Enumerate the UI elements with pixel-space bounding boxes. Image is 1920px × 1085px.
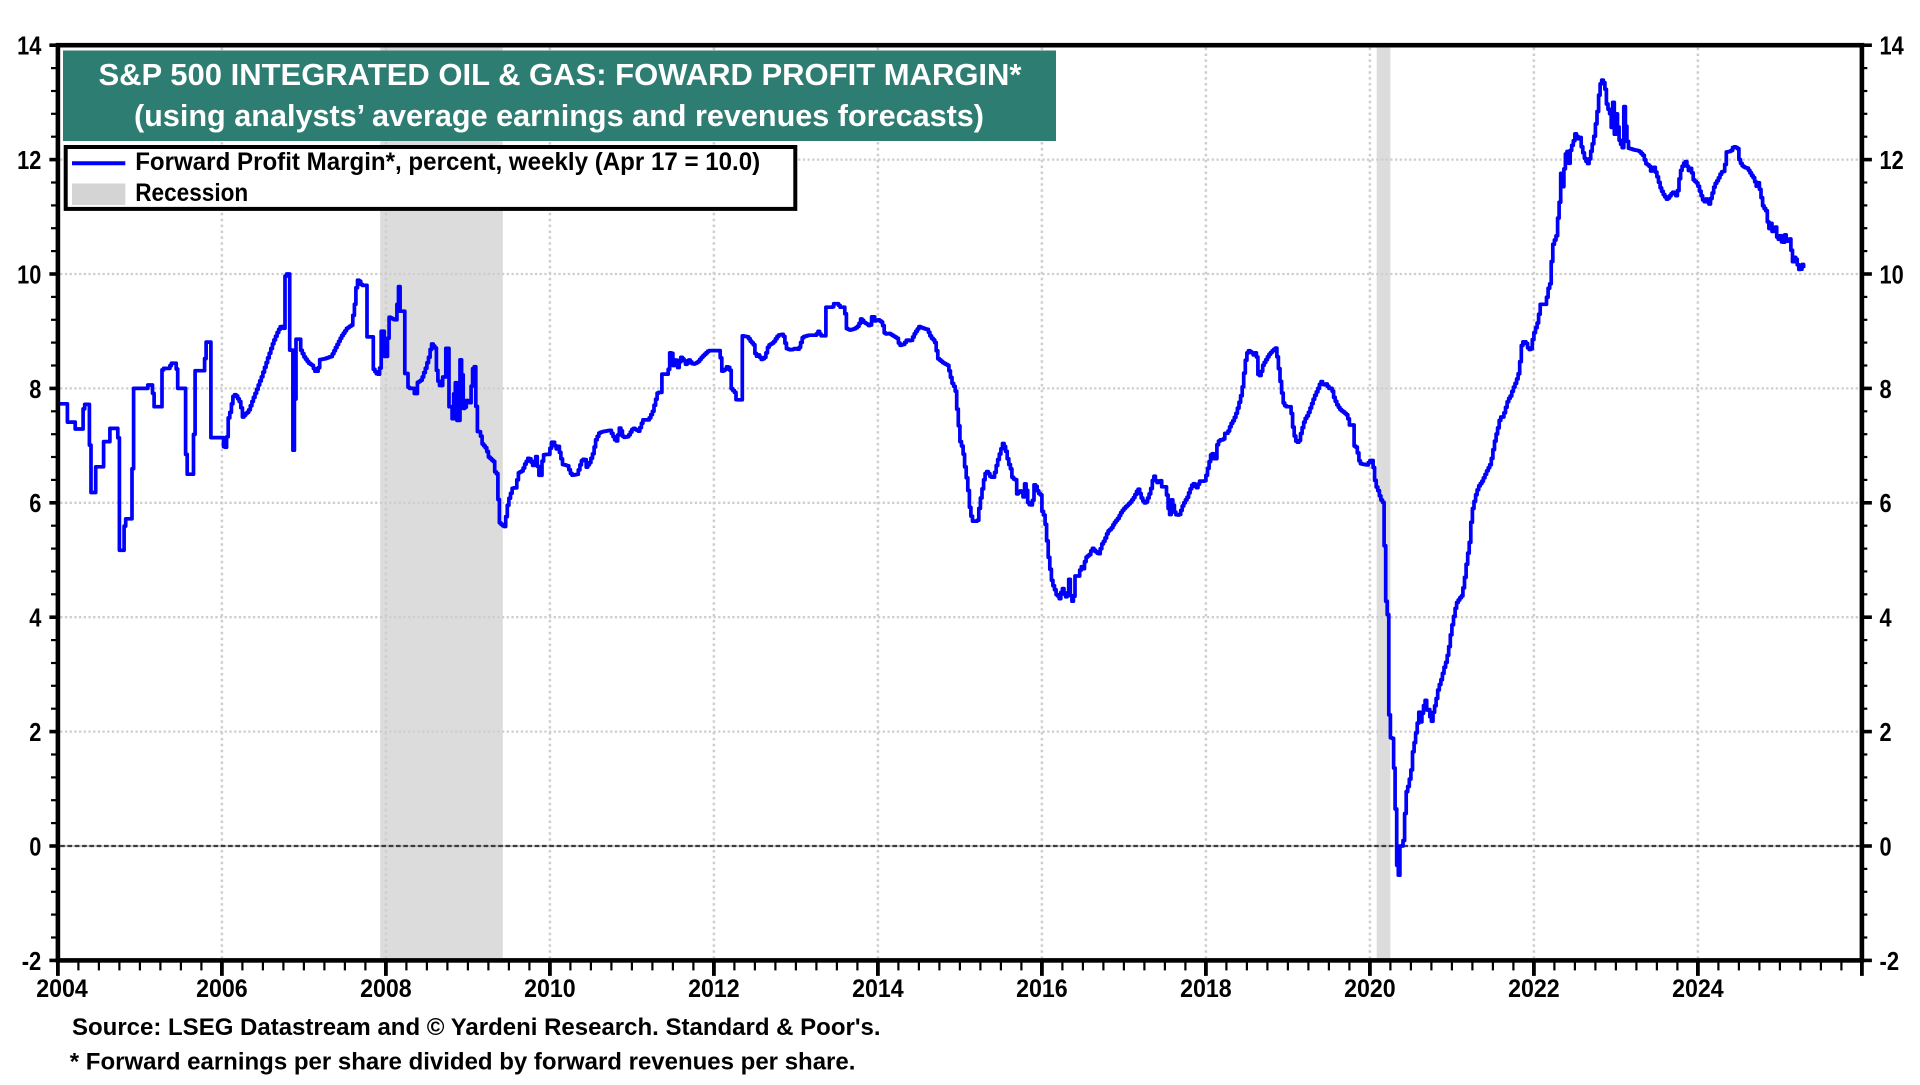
svg-text:2010: 2010 — [524, 975, 576, 1003]
svg-text:4: 4 — [29, 603, 42, 633]
svg-text:-2: -2 — [22, 946, 42, 976]
svg-text:2022: 2022 — [1508, 975, 1560, 1003]
svg-text:2004: 2004 — [36, 975, 88, 1003]
svg-text:2018: 2018 — [1180, 975, 1232, 1003]
svg-text:2008: 2008 — [360, 975, 412, 1003]
svg-text:8: 8 — [29, 374, 41, 404]
svg-text:2: 2 — [29, 717, 41, 747]
svg-text:S&P 500 INTEGRATED OIL & GAS:: S&P 500 INTEGRATED OIL & GAS: FOWARD PRO… — [99, 57, 1023, 92]
svg-text:2006: 2006 — [196, 975, 248, 1003]
svg-text:2024: 2024 — [1672, 975, 1724, 1003]
svg-text:2: 2 — [1880, 717, 1892, 747]
svg-text:6: 6 — [29, 488, 41, 518]
svg-text:2020: 2020 — [1344, 975, 1396, 1003]
svg-text:10: 10 — [17, 259, 41, 289]
svg-text:Recession: Recession — [135, 179, 248, 207]
svg-text:2014: 2014 — [852, 975, 904, 1003]
svg-text:* Forward earnings per share d: * Forward earnings per share divided by … — [70, 1049, 856, 1076]
svg-text:2016: 2016 — [1016, 975, 1068, 1003]
svg-text:2012: 2012 — [688, 975, 740, 1003]
svg-text:(using analysts’ average earni: (using analysts’ average earnings and re… — [134, 98, 984, 133]
svg-text:-2: -2 — [1880, 946, 1900, 976]
svg-text:8: 8 — [1880, 374, 1892, 404]
svg-text:14: 14 — [1880, 31, 1905, 61]
svg-text:Forward Profit Margin*, percen: Forward Profit Margin*, percent, weekly … — [135, 148, 760, 176]
svg-text:12: 12 — [17, 145, 41, 175]
svg-text:4: 4 — [1880, 603, 1893, 633]
svg-text:12: 12 — [1880, 145, 1904, 175]
svg-text:0: 0 — [29, 831, 41, 861]
svg-text:6: 6 — [1880, 488, 1892, 518]
svg-text:0: 0 — [1880, 831, 1892, 861]
svg-text:Source: LSEG Datastream and ©: Source: LSEG Datastream and © Yardeni Re… — [72, 1014, 881, 1041]
svg-text:14: 14 — [17, 31, 42, 61]
svg-text:10: 10 — [1880, 259, 1904, 289]
